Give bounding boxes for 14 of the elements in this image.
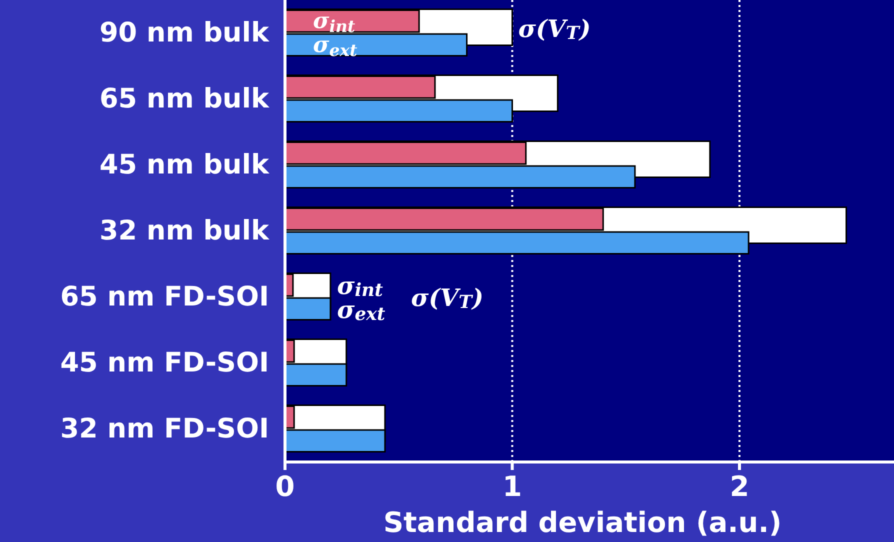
y-tick-label: 65 nm bulk — [100, 84, 270, 114]
annotation: σ$_{int}$ — [337, 270, 384, 301]
y-tick-label: 45 nm FD-SOI — [60, 348, 269, 378]
y-tick-label: 32 nm FD-SOI — [60, 414, 269, 444]
x-tick-label: 1 — [502, 470, 522, 503]
annotation: σ(V$_{T}$) — [411, 282, 484, 313]
series-label: σ(V$_{T}$) — [518, 14, 591, 44]
y-tick-label: 45 nm bulk — [100, 150, 270, 180]
x-axis-title: Standard deviation (a.u.) — [383, 506, 782, 539]
y-tick-label: 65 nm FD-SOI — [60, 282, 269, 312]
y-tick-label: 90 nm bulk — [100, 18, 270, 48]
x-tick-label: 0 — [275, 470, 295, 503]
y-tick-label: 32 nm bulk — [100, 216, 270, 246]
x-tick-label: 2 — [730, 470, 750, 503]
